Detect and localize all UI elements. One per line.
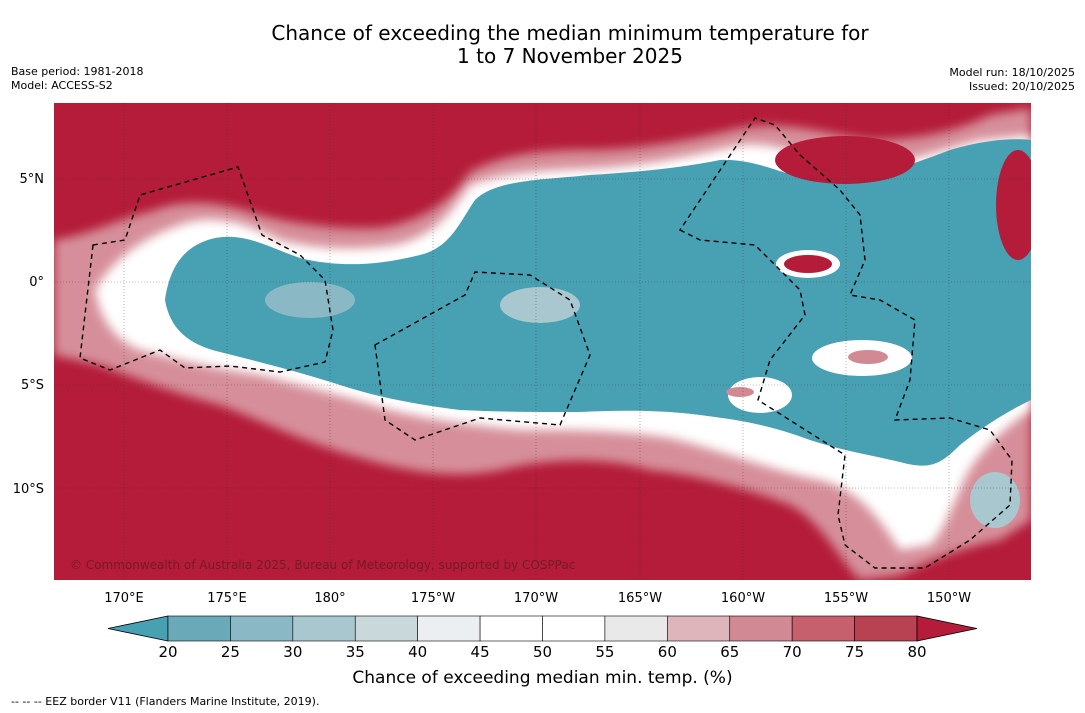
colorbar-tick-label: 50 (532, 643, 553, 661)
warm-patch-west (726, 387, 754, 397)
eez-border-kiribati-phoenix (374, 271, 591, 441)
colorbar-segment (230, 615, 294, 642)
colorbar-segment (791, 615, 855, 642)
colorbar-tick-label: 80 (907, 643, 927, 661)
colorbar-tick-label: 65 (720, 643, 740, 661)
colorbar-segment (292, 615, 356, 642)
colorbar-segment (667, 615, 731, 642)
colorbar-tick-label: 75 (845, 643, 865, 661)
colorbar-tick-label: 70 (782, 643, 802, 661)
colorbar-segment (167, 615, 231, 642)
lon-label-175e: 175°E (207, 591, 247, 606)
colorbar-segment (729, 615, 793, 642)
issued-date: Issued: 20/10/2025 (968, 80, 1075, 93)
lon-label-170w: 170°W (514, 591, 558, 606)
colorbar (107, 615, 978, 642)
light-patch-west (265, 282, 355, 318)
colorbar-label: Chance of exceeding median min. temp. (%… (352, 668, 733, 688)
colorbar-high-extension (916, 615, 978, 642)
warm-patch-east (996, 150, 1031, 260)
colorbar-segment (854, 615, 918, 642)
map-title: Chance of exceeding the median minimum t… (200, 22, 940, 68)
eez-border-kiribati-gilbert (79, 166, 334, 373)
colorbar-tick-label: 35 (345, 643, 365, 661)
eez-border-kiribati-line (678, 117, 1013, 569)
cool-patch-southeast (970, 472, 1020, 528)
below-median-region (165, 139, 1031, 466)
colorbar-tick-label: 55 (595, 643, 615, 661)
light-patch-central (500, 287, 580, 323)
colorbar-tick-label: 20 (158, 643, 178, 661)
neutral-patch-west (728, 377, 792, 413)
colorbar-tick-label: 40 (408, 643, 428, 661)
lon-label-175w: 175°W (411, 591, 455, 606)
title-line-2: 1 to 7 November 2025 (457, 44, 683, 68)
map-area[interactable] (54, 103, 1040, 580)
colorbar-segment (417, 615, 481, 642)
copyright-notice: © Commonwealth of Australia 2025, Bureau… (70, 558, 576, 572)
model-run: Model run: 18/10/2025 (949, 66, 1075, 79)
run-info: Model run: 18/10/2025 Issued: 20/10/2025 (949, 66, 1075, 94)
lon-label-160w: 160°W (721, 591, 765, 606)
title-line-1: Chance of exceeding the median minimum t… (271, 21, 869, 45)
colorbar-low-extension (107, 615, 169, 642)
base-period: Base period: 1981-2018 (11, 65, 144, 78)
warm-patch-north (775, 136, 915, 184)
lat-label-0: 0° (29, 275, 44, 290)
warm-patch-south (848, 350, 888, 364)
lon-label-155w: 155°W (824, 591, 868, 606)
colorbar-segment (479, 615, 543, 642)
lon-label-165w: 165°W (618, 591, 662, 606)
colorbar-tick-label: 30 (283, 643, 303, 661)
base-info: Base period: 1981-2018 Model: ACCESS-S2 (11, 65, 143, 93)
lat-label-5s: 5°S (21, 378, 44, 393)
colorbar-tick-label: 60 (657, 643, 677, 661)
colorbar-segment (542, 615, 606, 642)
lon-label-180: 180° (314, 591, 345, 606)
model-name: Model: ACCESS-S2 (11, 79, 113, 92)
lat-label-5n: 5°N (20, 172, 45, 187)
colorbar-segment (354, 615, 418, 642)
lon-label-170e: 170°E (104, 591, 144, 606)
colorbar-tick-label: 25 (220, 643, 240, 661)
gridlines (54, 103, 1031, 580)
eez-borders (79, 117, 1013, 569)
lon-label-150w: 150°W (927, 591, 971, 606)
warm-patch-equator-core (784, 255, 832, 273)
lat-label-10s: 10°S (13, 482, 44, 497)
colorbar-tick-label: 45 (470, 643, 490, 661)
colorbar-segment (604, 615, 668, 642)
eez-footnote: -- -- -- EEZ border V11 (Flanders Marine… (11, 695, 320, 708)
